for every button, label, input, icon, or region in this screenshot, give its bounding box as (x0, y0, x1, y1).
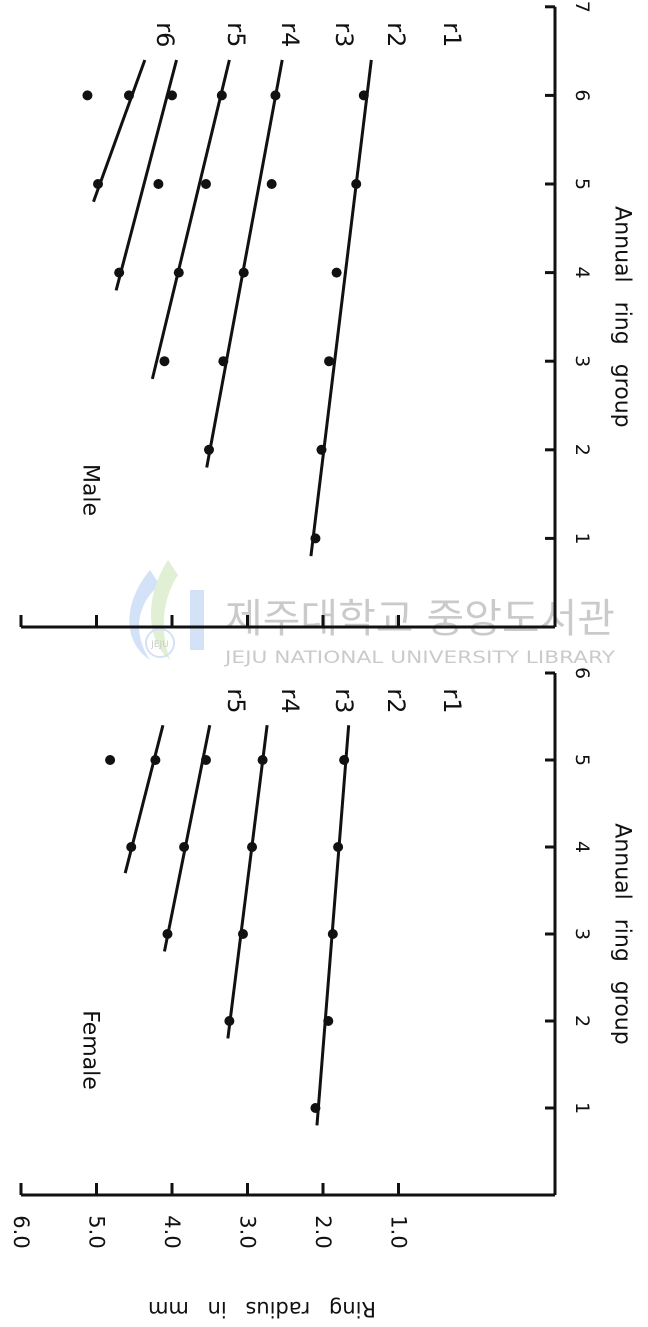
watermark-seal-text: JEJU (150, 640, 169, 650)
x-tick-label: 5 (571, 754, 593, 766)
data-point-r2 (237, 929, 248, 939)
data-point-r2 (257, 755, 268, 765)
series-label-r5: r5 (222, 22, 250, 47)
data-point-r3 (216, 90, 227, 101)
y-tick-label: 4.0 (160, 1215, 184, 1248)
data-point-r3 (179, 842, 190, 852)
fit-line-r1 (309, 59, 373, 557)
data-point-r3 (162, 929, 173, 939)
library-watermark: JEJU 제주대학교 중앙도서관 JEJU NATIONAL UNIVERSIT… (129, 560, 616, 668)
data-point-r1 (323, 1016, 334, 1026)
series-label-r4: r4 (276, 688, 304, 713)
fit-line-r3 (150, 59, 231, 380)
plots: 1 2 3 4 5 6 Annual ring group 1.0 2.0 3.0 4.0 5.0 6.… (9, 1, 635, 1321)
fit-line-r2 (205, 59, 284, 468)
series-label-r3: r3 (330, 688, 358, 713)
panel-annotation: Female (78, 1010, 103, 1090)
y-tick-label: 6.0 (9, 1215, 33, 1248)
data-point-r2 (238, 267, 249, 278)
x-tick-label: 3 (571, 355, 593, 367)
data-point-r5 (93, 179, 104, 189)
data-point-r5 (105, 755, 116, 765)
x-axis-label: Annual ring group (610, 206, 635, 427)
watermark-logo-swoosh (129, 570, 160, 660)
x-axis-label: Annual ring group (610, 823, 635, 1044)
plot-female: 1 2 3 4 5 6 Annual ring group 1.0 2.0 3.0 4.0 5.0 6.… (9, 667, 635, 1321)
data-point-r1 (310, 533, 321, 544)
x-tick-label: 2 (571, 444, 593, 456)
data-point-r1 (327, 929, 338, 939)
series-label-r5: r5 (222, 688, 250, 713)
y-axis-label: Ring radius in mm (148, 1297, 376, 1321)
x-tick-label: 1 (571, 1102, 593, 1114)
data-point-r2 (224, 1016, 235, 1026)
data-point-r4 (114, 267, 125, 278)
data-point-r3 (200, 755, 211, 765)
data-point-r1 (316, 444, 327, 455)
data-point-r3 (200, 179, 211, 189)
fit-line-r4 (114, 59, 178, 291)
series-label-r2: r2 (382, 688, 410, 713)
data-point-r2 (270, 90, 281, 101)
fit-line-r5 (92, 59, 147, 203)
series-label-r6: r6 (151, 22, 179, 47)
x-tick-label: 6 (571, 89, 593, 101)
x-tick-label: 2 (571, 1015, 593, 1027)
series-label-r1: r1 (438, 688, 466, 713)
data-point-r1 (358, 90, 369, 101)
plot-male: 1 2 3 4 5 6 7 Annual ring group Male r1 r2 r3 r4 r5 r6 (19, 1, 635, 629)
data-point-r2 (266, 179, 277, 189)
watermark-bar (190, 590, 204, 650)
fit-line-r1 (315, 725, 351, 1126)
x-tick-label: 6 (571, 667, 593, 679)
x-tick-label: 4 (571, 841, 593, 853)
x-tick-label: 4 (571, 267, 593, 279)
data-point-r1 (310, 1103, 321, 1113)
data-point-r2 (203, 444, 214, 455)
data-point-r1 (339, 755, 350, 765)
x-tick-label: 7 (571, 1, 593, 13)
watermark-title: 제주대학교 중앙도서관 (225, 596, 615, 642)
watermark-subtitle: JEJU NATIONAL UNIVERSITY LIBRARY (224, 648, 616, 668)
data-point-r1 (331, 267, 342, 278)
y-tick-label: 5.0 (85, 1215, 109, 1248)
data-point-r4 (167, 90, 177, 101)
series-label-r3: r3 (330, 22, 358, 47)
data-point-r3 (173, 267, 184, 278)
panel-annotation: Male (78, 464, 103, 516)
x-tick-label: 5 (571, 178, 593, 190)
fit-line-r2 (226, 725, 269, 1039)
data-point-r4 (126, 842, 137, 852)
series-label-r1: r1 (438, 22, 466, 47)
y-tick-label: 2.0 (311, 1215, 335, 1248)
x-tick-label: 1 (571, 532, 593, 544)
data-point-r2 (247, 842, 258, 852)
data-point-r4 (153, 179, 164, 189)
data-point-r4 (150, 755, 161, 765)
data-point-r6 (82, 90, 93, 101)
data-point-r3 (159, 356, 170, 367)
data-point-r1 (333, 842, 344, 852)
data-point-r5 (123, 90, 134, 101)
y-tick-label: 1.0 (387, 1215, 411, 1248)
series-label-r2: r2 (382, 22, 410, 47)
data-point-r1 (351, 179, 362, 189)
watermark-seal (145, 628, 175, 658)
watermark-logo-swoosh-2 (150, 560, 178, 660)
x-tick-label: 3 (571, 928, 593, 940)
data-point-r2 (218, 356, 229, 367)
series-label-r4: r4 (276, 22, 304, 47)
y-tick-label: 3.0 (236, 1215, 260, 1248)
data-point-r1 (324, 356, 335, 367)
